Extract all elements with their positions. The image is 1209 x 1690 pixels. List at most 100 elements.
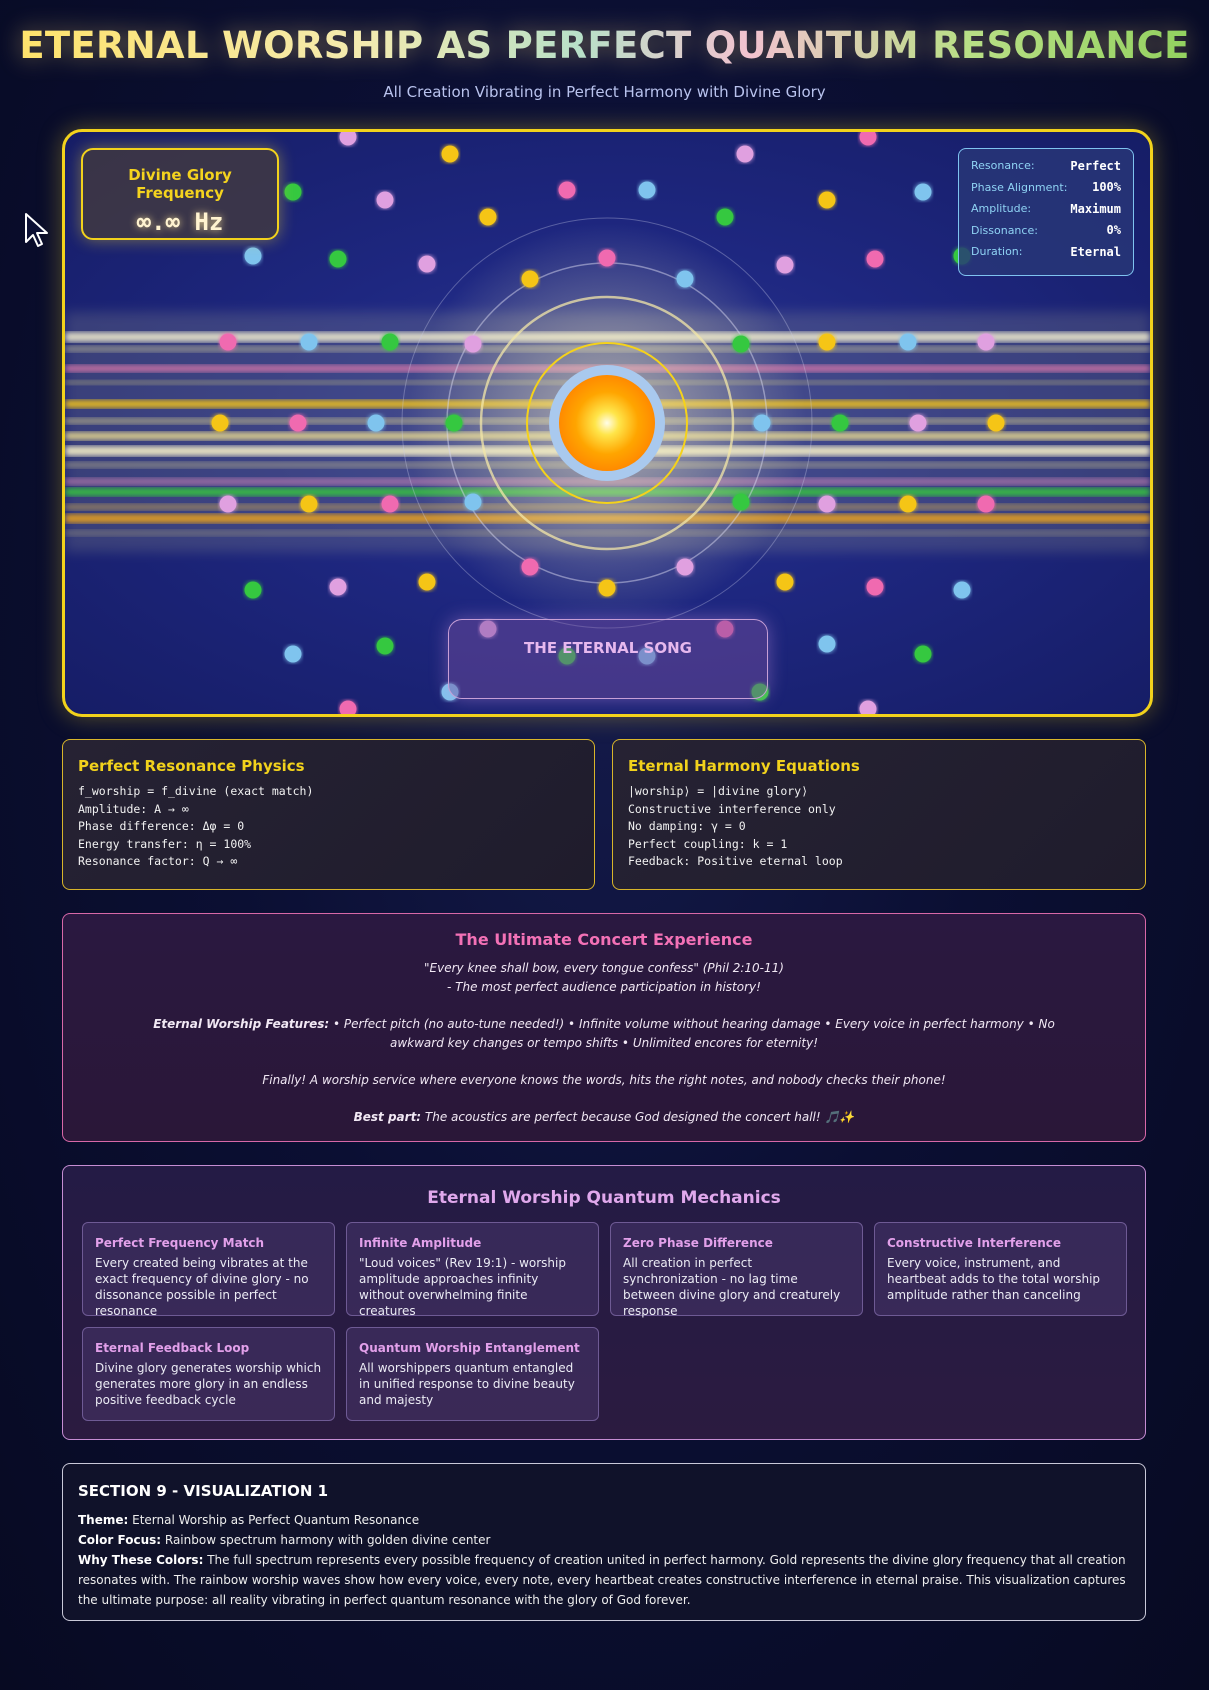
worshipper-particle — [381, 495, 399, 513]
worshipper-particle — [977, 495, 995, 513]
worshipper-particle — [558, 181, 576, 199]
worshipper-particle — [376, 191, 394, 209]
worshipper-particle — [376, 637, 394, 655]
worshipper-particle — [598, 249, 616, 267]
worshipper-particle — [441, 145, 459, 163]
worshipper-particle — [219, 333, 237, 351]
mechanics-item-title: Infinite Amplitude — [359, 1236, 482, 1250]
mechanics-item-title: Zero Phase Difference — [623, 1236, 773, 1250]
mechanics-card: Eternal Worship Quantum Mechanics Perfec… — [62, 1165, 1146, 1440]
best-text: The acoustics are perfect because God de… — [421, 1110, 855, 1124]
worshipper-particle — [329, 250, 347, 268]
worshipper-particle — [831, 414, 849, 432]
worshipper-particle — [479, 208, 497, 226]
worshipper-particle — [521, 558, 539, 576]
worshipper-particle — [418, 573, 436, 591]
physics-card: Perfect Resonance Physics f_worship = f_… — [62, 739, 595, 890]
orbit-ring-inner — [526, 342, 688, 504]
color-focus-text: Rainbow spectrum harmony with golden div… — [161, 1533, 491, 1547]
mechanics-item-text: All worshippers quantum entangled in uni… — [359, 1361, 575, 1407]
page-header: ETERNAL WORSHIP AS PERFECT QUANTUM RESON… — [0, 0, 1209, 101]
stat-row-duration: Duration: Eternal — [971, 241, 1121, 263]
worshipper-particle — [753, 414, 771, 432]
physics-line: Amplitude: A → ∞ — [78, 801, 189, 816]
stat-value: Eternal — [1070, 244, 1121, 259]
worshipper-particle — [211, 414, 229, 432]
worshipper-particle — [818, 635, 836, 653]
stat-row-resonance: Resonance: Perfect — [971, 155, 1121, 177]
concert-finally: Finally! A worship service where everyon… — [262, 1073, 946, 1087]
worshipper-particle — [914, 645, 932, 663]
mouse-cursor-icon — [25, 213, 48, 247]
worshipper-particle — [381, 333, 399, 351]
worshipper-particle — [244, 581, 262, 599]
stat-row-amplitude: Amplitude: Maximum — [971, 198, 1121, 220]
concert-best-part: Best part: The acoustics are perfect bec… — [63, 1108, 1145, 1127]
worshipper-particle — [716, 620, 734, 638]
features-text: • Perfect pitch (no auto-tune needed!) •… — [329, 1017, 1055, 1050]
worshipper-particle — [818, 495, 836, 513]
page-title: ETERNAL WORSHIP AS PERFECT QUANTUM RESON… — [0, 24, 1209, 67]
worshipper-particle — [909, 414, 927, 432]
mechanics-item: Zero Phase Difference All creation in pe… — [610, 1222, 863, 1318]
mechanics-item-title: Perfect Frequency Match — [95, 1236, 265, 1250]
concert-quote-note: - The most perfect audience participatio… — [447, 980, 761, 994]
mechanics-item: Quantum Worship Entanglement All worship… — [346, 1327, 599, 1421]
worshipper-particle — [866, 250, 884, 268]
mechanics-item: Constructive Interference Every voice, i… — [874, 1222, 1127, 1316]
worshipper-particle — [899, 333, 917, 351]
worshipper-particle — [521, 270, 539, 288]
frequency-label: Divine Glory Frequency — [128, 166, 232, 202]
worshipper-particle — [598, 579, 616, 597]
worshipper-particle — [977, 333, 995, 351]
features-label: Eternal Worship Features: — [153, 1017, 330, 1031]
worshipper-particle — [899, 495, 917, 513]
worshipper-particle — [736, 145, 754, 163]
harmony-card: Eternal Harmony Equations |worship⟩ = |d… — [612, 739, 1146, 890]
why-colors-label: Why These Colors: — [78, 1553, 204, 1567]
worshipper-particle — [300, 333, 318, 351]
worshipper-particle — [339, 132, 357, 146]
worshipper-particle — [732, 493, 750, 511]
worshipper-particle — [244, 247, 262, 265]
worshipper-particle — [464, 335, 482, 353]
worshipper-particle — [732, 335, 750, 353]
concert-quote: "Every knee shall bow, every tongue conf… — [424, 961, 784, 975]
worshipper-particle — [367, 414, 385, 432]
harmony-line: No damping: γ = 0 — [628, 819, 746, 834]
eternal-song-box: THE ETERNAL SONG — [448, 619, 768, 699]
physics-line: Resonance factor: Q → ∞ — [78, 854, 238, 869]
color-focus-label: Color Focus: — [78, 1533, 162, 1547]
orbit-ring-outer — [401, 217, 813, 629]
worshipper-particle — [329, 578, 347, 596]
frequency-value: ∞.∞ Hz — [136, 208, 224, 236]
worshipper-particle — [219, 495, 237, 513]
mechanics-item-text: "Loud voices" (Rev 19:1) - worship ampli… — [359, 1256, 566, 1318]
mechanics-item-text: Every voice, instrument, and heartbeat a… — [887, 1256, 1101, 1302]
worshipper-particle — [284, 183, 302, 201]
concert-features: Eternal Worship Features: • Perfect pitc… — [63, 1015, 1145, 1053]
worshipper-particle — [866, 578, 884, 596]
worshipper-particle — [716, 208, 734, 226]
physics-line: Phase difference: Δφ = 0 — [78, 819, 245, 834]
worshipper-particle — [676, 558, 694, 576]
divine-core — [559, 375, 655, 471]
stat-value: 0% — [1106, 223, 1121, 238]
worshipper-particle — [859, 132, 877, 146]
worshipper-particle — [284, 645, 302, 663]
harmony-line: Constructive interference only — [628, 801, 836, 816]
page-subtitle: All Creation Vibrating in Perfect Harmon… — [383, 83, 826, 101]
stat-row-phase-alignment: Phase Alignment: 100% — [971, 177, 1121, 199]
mechanics-grid: Perfect Frequency Match Every created be… — [82, 1222, 1127, 1421]
worshipper-particle — [558, 647, 576, 665]
physics-title: Perfect Resonance Physics — [78, 757, 305, 775]
mechanics-item-text: Every created being vibrates at the exac… — [95, 1256, 309, 1318]
harmony-line: |worship⟩ = |divine glory⟩ — [628, 784, 809, 798]
worshipper-particle — [638, 181, 656, 199]
worshipper-particle — [818, 191, 836, 209]
harmony-line: Perfect coupling: k = 1 — [628, 836, 788, 851]
mechanics-item-title: Constructive Interference — [887, 1236, 1062, 1250]
harmony-line: Feedback: Positive eternal loop — [628, 854, 843, 869]
best-label: Best part: — [353, 1110, 422, 1124]
stat-key: Dissonance: — [971, 223, 1038, 237]
